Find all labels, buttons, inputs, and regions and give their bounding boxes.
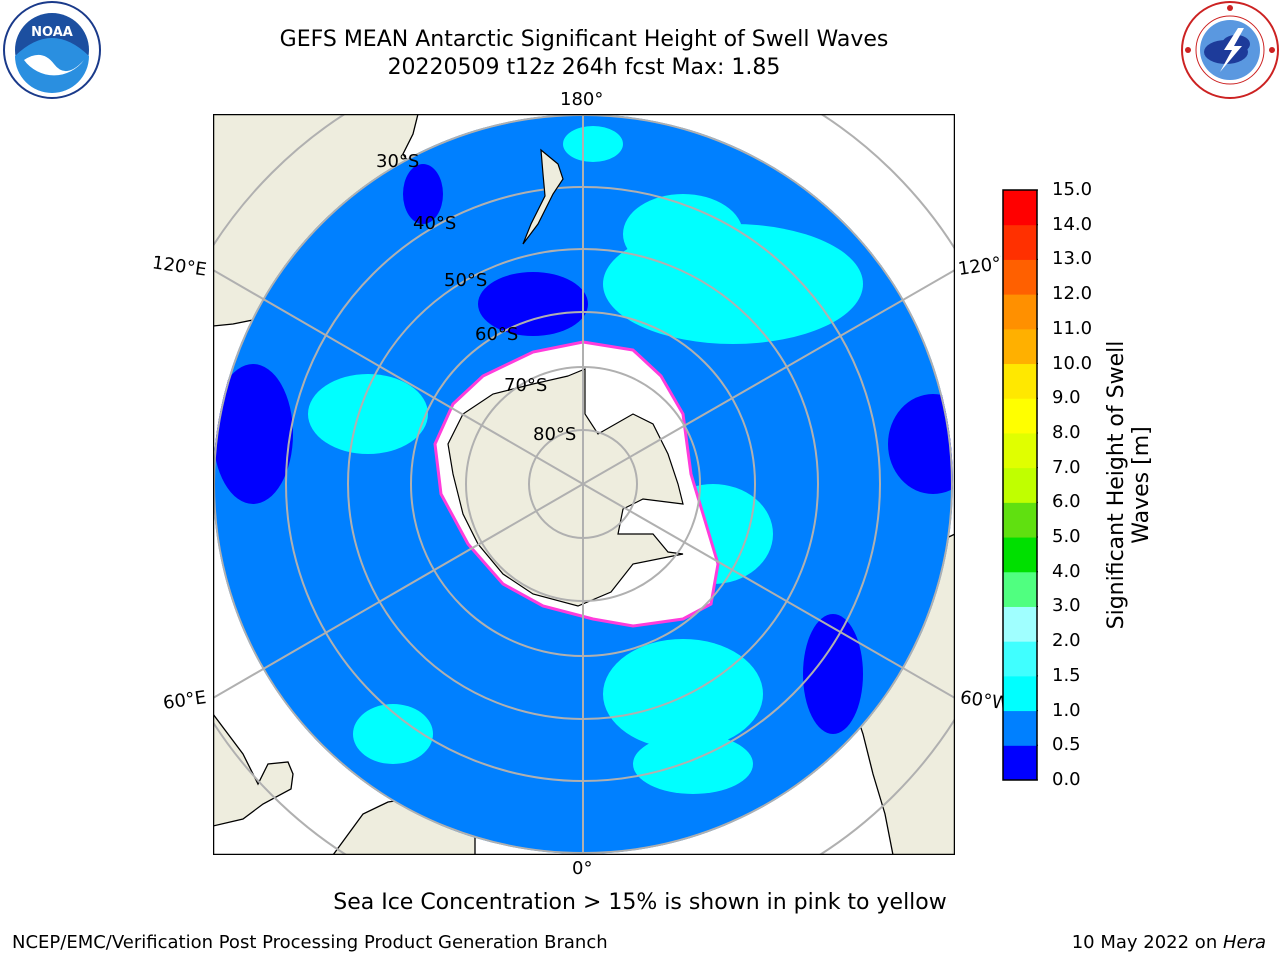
longitude-gridlines	[213, 114, 955, 855]
colorbar-bin	[1003, 675, 1037, 712]
colorbar-label: Significant Height of Swell Waves [m]	[1104, 340, 1154, 630]
colorbar-tick-label: 1.0	[1052, 699, 1081, 721]
colorbar-tick-label: 14.0	[1052, 213, 1093, 235]
lat-label-80s: 80°S	[533, 424, 577, 445]
credit-text: NCEP/EMC/Verification Post Processing Pr…	[12, 932, 608, 953]
colorbar-bin	[1003, 641, 1037, 677]
colorbar-tick-label: 6.0	[1052, 491, 1081, 513]
colorbar-tick-label: 11.0	[1052, 317, 1093, 339]
lon-label-0: 0°	[572, 858, 593, 879]
colorbar-bin	[1003, 363, 1037, 399]
colorbar-tick-label: 2.0	[1052, 630, 1081, 652]
colorbar-frame	[1002, 189, 1038, 781]
colorbar-bin	[1003, 571, 1037, 607]
new-zealand-land	[522, 148, 564, 245]
map-subtitle: 20220509 t12z 264h fcst Max: 1.85	[387, 55, 781, 80]
lat-label-50s: 50°S	[444, 270, 488, 291]
colorbar-bin	[1003, 710, 1037, 746]
colorbar-bin	[1003, 502, 1037, 538]
colorbar-tick-label: 0.5	[1052, 734, 1081, 756]
noaa-logo: NOAA	[3, 1, 101, 99]
map-title: GEFS MEAN Antarctic Significant Height o…	[279, 27, 889, 52]
colorbar-tick-label: 13.0	[1052, 248, 1093, 270]
lat-label-40s: 40°S	[413, 213, 457, 234]
colorbar-bin	[1003, 606, 1037, 642]
colorbar-tick-label: 4.0	[1052, 560, 1081, 582]
lon-label-60e: 60°E	[161, 687, 208, 714]
lon-label-60w: 60°W	[958, 687, 1006, 714]
colorbar-tick-label: 12.0	[1052, 283, 1093, 305]
nws-logo	[1181, 1, 1279, 99]
lon-label-120e: 120°E	[150, 252, 208, 281]
colorbar-bin	[1003, 190, 1037, 226]
colorbar-tick-label: 10.0	[1052, 352, 1093, 374]
machine-name: Hera	[1222, 932, 1266, 953]
colorbar-tick-label: 7.0	[1052, 456, 1081, 478]
lon-label-120w: 120°W	[956, 253, 1004, 280]
lat-label-30s: 30°S	[376, 151, 420, 172]
colorbar-bin	[1003, 467, 1037, 503]
lat-label-70s: 70°S	[504, 375, 548, 396]
polar-map	[213, 114, 955, 855]
colorbar-bin	[1003, 294, 1037, 330]
colorbar	[1002, 189, 1038, 781]
colorbar-bin	[1003, 224, 1037, 260]
colorbar-bin	[1003, 432, 1037, 469]
colorbar-bin	[1003, 328, 1037, 365]
colorbar-bin	[1003, 745, 1037, 781]
colorbar-tick-label: 5.0	[1052, 526, 1081, 548]
colorbar-tick-label: 9.0	[1052, 387, 1081, 409]
colorbar-tick-label: 15.0	[1052, 179, 1093, 200]
sea-ice-note: Sea Ice Concentration > 15% is shown in …	[333, 890, 947, 915]
colorbar-bin	[1003, 537, 1037, 573]
colorbar-tick-label: 3.0	[1052, 595, 1081, 617]
lat-label-60s: 60°S	[475, 324, 519, 345]
colorbar-tick-label: 1.5	[1052, 664, 1081, 686]
lon-label-180: 180°	[560, 89, 604, 110]
colorbar-bin	[1003, 398, 1037, 434]
colorbar-bin	[1003, 259, 1037, 295]
colorbar-tick-label: 0.0	[1052, 769, 1081, 790]
date-text: 10 May 2022 on	[1071, 932, 1223, 953]
noaa-logo-text: NOAA	[31, 25, 73, 40]
date-stamp: 10 May 2022 on Hera	[1072, 932, 1266, 953]
colorbar-tick-label: 8.0	[1052, 421, 1081, 443]
antarctica-land	[447, 368, 684, 607]
